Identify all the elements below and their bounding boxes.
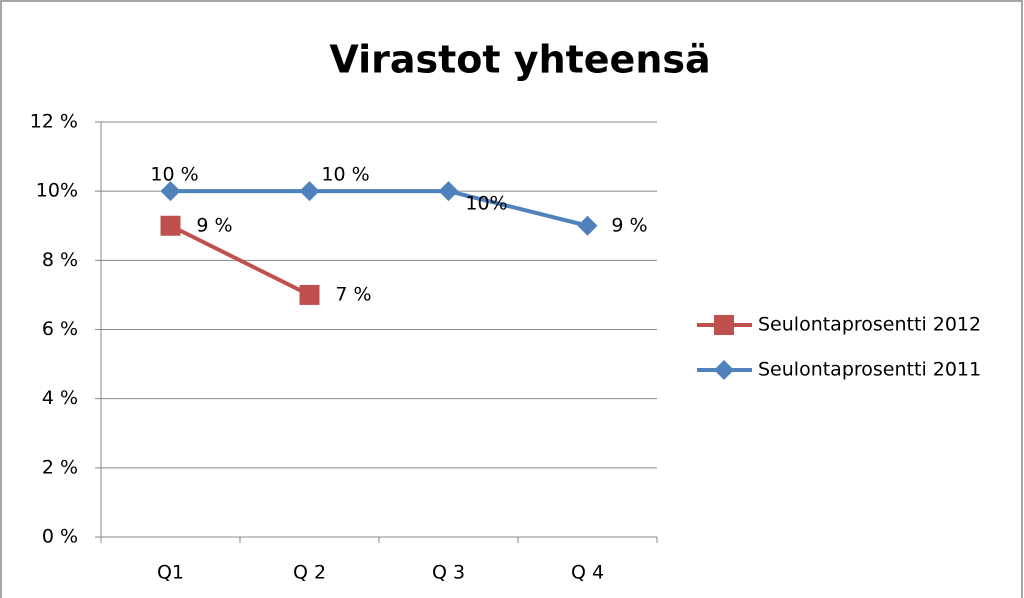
marker xyxy=(438,181,459,202)
marker xyxy=(714,315,734,335)
marker xyxy=(299,181,320,202)
data-label: 9 % xyxy=(611,214,647,236)
x-tick-label: Q1 xyxy=(157,562,184,584)
y-tick-label: 0 % xyxy=(42,526,78,548)
marker xyxy=(160,181,181,202)
chart-title: Virastot yhteensä xyxy=(329,38,710,82)
marker xyxy=(299,284,320,305)
x-tick-label: Q 4 xyxy=(571,562,604,584)
data-label: 10 % xyxy=(150,164,198,186)
data-label: 7 % xyxy=(335,283,371,305)
y-tick-label: 12 % xyxy=(30,111,78,133)
x-tick-label: Q 2 xyxy=(293,562,326,584)
marker xyxy=(714,360,734,380)
marker xyxy=(577,215,598,236)
y-tick-label: 6 % xyxy=(42,318,78,340)
y-tick-label: 4 % xyxy=(42,387,78,409)
marker xyxy=(160,215,181,236)
y-tick-label: 8 % xyxy=(42,249,78,271)
y-tick-label: 10% xyxy=(36,180,78,202)
series-line xyxy=(169,223,311,297)
legend-label: Seulontaprosentti 2012 xyxy=(758,314,981,336)
y-tick-label: 2 % xyxy=(42,456,78,478)
data-label: 9 % xyxy=(196,214,232,236)
data-label: 10% xyxy=(465,193,507,215)
x-tick-label: Q 3 xyxy=(432,562,465,584)
legend-label: Seulontaprosentti 2011 xyxy=(758,359,981,381)
series-line xyxy=(170,189,588,228)
data-label: 10 % xyxy=(321,164,369,186)
